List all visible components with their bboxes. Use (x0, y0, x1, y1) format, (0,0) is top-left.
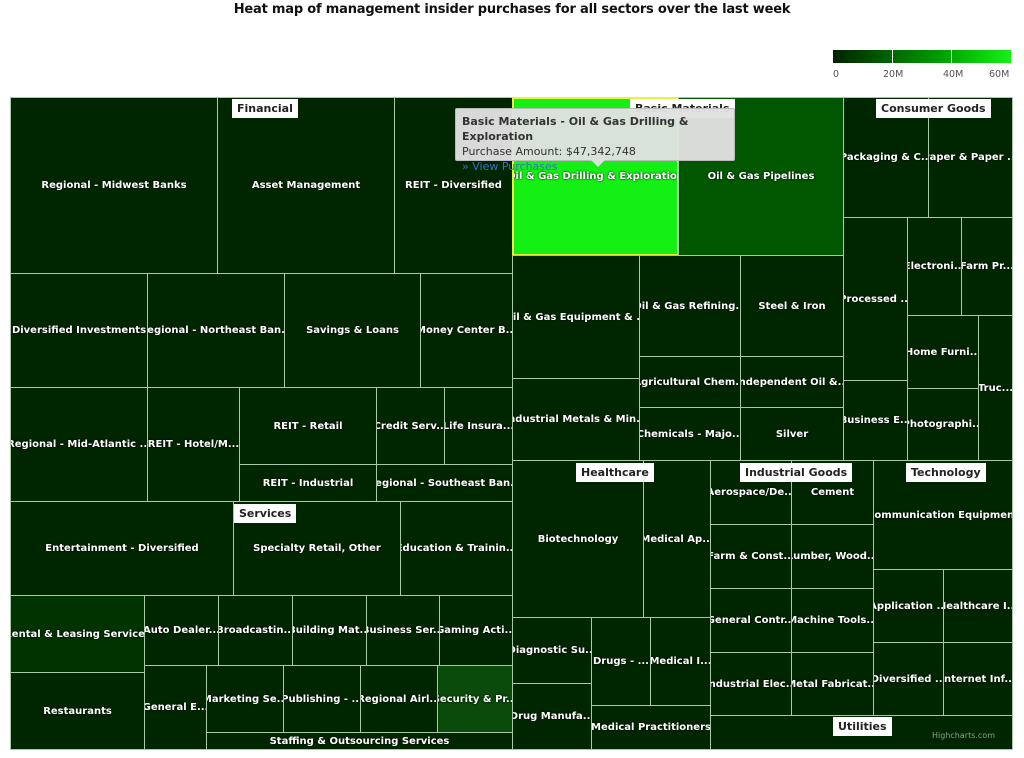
sector-label-services: Services (234, 504, 297, 523)
view-purchases-link[interactable]: » View Purchases (462, 160, 558, 173)
treemap-cell[interactable]: Agricultural Chem... (639, 356, 741, 408)
treemap-cell[interactable]: Regional - Southeast Ban... (376, 464, 513, 502)
treemap-cell[interactable]: Chemicals - Majo... (639, 407, 741, 461)
treemap-cell[interactable]: Machine Tools... (791, 588, 874, 653)
treemap-cell[interactable]: Savings & Loans (284, 273, 421, 388)
treemap-cell[interactable]: Marketing Se... (206, 665, 284, 733)
sector-label-industrial-goods: Industrial Goods (740, 463, 853, 482)
treemap-cell[interactable]: Internet Inf... (943, 642, 1013, 716)
treemap-cell[interactable]: Entertainment - Diversified (10, 501, 234, 596)
treemap-cell[interactable]: Drug Manufa... (512, 683, 592, 750)
treemap-cell[interactable]: Lumber, Wood... (791, 524, 874, 589)
treemap-cell[interactable]: Truc... (978, 315, 1013, 461)
treemap-cell[interactable]: Industrial Elec... (710, 652, 792, 716)
treemap-cell[interactable]: Regional Airl... (360, 665, 438, 733)
treemap-cell[interactable]: General Contr... (710, 588, 792, 653)
treemap-cell[interactable]: Drugs - ... (591, 617, 651, 706)
treemap-cell[interactable]: Education & Trainin... (400, 501, 513, 596)
treemap-cell[interactable]: Medical Ap... (643, 460, 711, 618)
treemap-cell[interactable]: REIT - Retail (239, 387, 377, 465)
treemap-cell[interactable]: Steel & Iron (740, 255, 844, 357)
treemap-cell[interactable]: Application ... (873, 569, 944, 643)
sector-label-healthcare: Healthcare (576, 463, 654, 482)
treemap-cell[interactable]: REIT - Industrial (239, 464, 377, 502)
tooltip-title: Basic Materials - Oil & Gas Drilling & E… (462, 115, 689, 143)
treemap-cell[interactable]: Independent Oil &... (740, 356, 844, 408)
treemap-cell[interactable]: REIT - Hotel/M... (147, 387, 240, 502)
treemap-cell[interactable]: Regional - Mid-Atlantic ... (10, 387, 148, 502)
treemap-cell[interactable]: Security & Pr... (437, 665, 513, 733)
treemap-cell[interactable]: Regional - Northeast Ban... (147, 273, 285, 388)
treemap-cell[interactable]: Restaurants (10, 672, 145, 750)
treemap-cell[interactable]: Broadcastin... (218, 595, 293, 666)
treemap-cell[interactable]: Staffing & Outsourcing Services (206, 732, 513, 750)
treemap-cell[interactable]: Home Furni... (907, 315, 979, 389)
sector-label-technology: Technology (906, 463, 986, 482)
legend-tick (951, 50, 952, 63)
legend-label: 40M (943, 69, 964, 80)
legend-gradient-bar (833, 50, 1011, 63)
treemap-cell[interactable]: Biotechnology (512, 460, 644, 618)
treemap-cell[interactable]: Business E... (843, 380, 908, 461)
treemap-cell[interactable]: Oil & Gas Equipment & ... (512, 255, 640, 379)
chart-title: Heat map of management insider purchases… (233, 2, 791, 17)
treemap-cell[interactable]: Credit Serv... (376, 387, 445, 465)
tooltip: Basic Materials - Oil & Gas Drilling & E… (455, 108, 735, 173)
treemap-cell[interactable]: Building Mat... (292, 595, 367, 666)
legend-label: 20M (883, 69, 904, 80)
treemap-cell[interactable]: Industrial Metals & Min... (512, 378, 640, 461)
sector-label-utilities: Utilities (833, 717, 892, 736)
treemap: Regional - Midwest Banks Asset Managemen… (10, 97, 1013, 750)
legend-label: 60M (989, 69, 1010, 80)
treemap-cell[interactable]: Photographi... (907, 388, 979, 461)
treemap-cell[interactable]: Silver (740, 407, 844, 461)
treemap-cell[interactable]: Diversified Investments (10, 273, 148, 388)
treemap-cell[interactable]: General E... (144, 665, 207, 750)
treemap-cell[interactable]: Publishing - ... (283, 665, 361, 733)
treemap-cell[interactable]: Diagnostic Su... (512, 617, 592, 684)
legend-tick (892, 50, 893, 63)
treemap-cell[interactable]: Metal Fabricat... (791, 652, 874, 716)
treemap-cell[interactable]: Life Insura... (444, 387, 513, 465)
treemap-cell[interactable]: Farm & Const... (710, 524, 792, 589)
treemap-cell[interactable]: Oil & Gas Refining... (639, 255, 741, 357)
treemap-cell[interactable]: Electroni... (907, 217, 962, 316)
treemap-cell-utilities[interactable] (710, 715, 1013, 750)
treemap-cell[interactable]: Processed ... (843, 217, 908, 381)
treemap-cell[interactable]: Gaming Acti... (439, 595, 513, 666)
tooltip-amount: Purchase Amount: $47,342,748 (462, 145, 636, 158)
treemap-cell[interactable]: Medical Practitioners (591, 705, 711, 750)
sector-label-financial: Financial (232, 99, 298, 118)
sector-label-consumer-goods: Consumer Goods (876, 99, 991, 118)
treemap-cell[interactable]: Farm Pr... (961, 217, 1013, 316)
treemap-cell[interactable]: Asset Management (217, 97, 395, 274)
treemap-cell[interactable]: Auto Dealer... (144, 595, 219, 666)
color-legend: 0 20M 40M 60M (833, 50, 1011, 83)
treemap-cell[interactable]: Business Ser... (366, 595, 440, 666)
treemap-cell[interactable]: Money Center B... (420, 273, 513, 388)
treemap-cell[interactable]: Healthcare I... (943, 569, 1013, 643)
treemap-cell[interactable]: Medical I... (650, 617, 711, 706)
treemap-cell[interactable]: Regional - Midwest Banks (10, 97, 218, 274)
highcharts-credit[interactable]: Highcharts.com (932, 731, 995, 740)
treemap-cell[interactable]: Rental & Leasing Services (10, 595, 145, 673)
treemap-cell[interactable]: Diversified ... (873, 642, 944, 716)
legend-label: 0 (833, 69, 840, 80)
